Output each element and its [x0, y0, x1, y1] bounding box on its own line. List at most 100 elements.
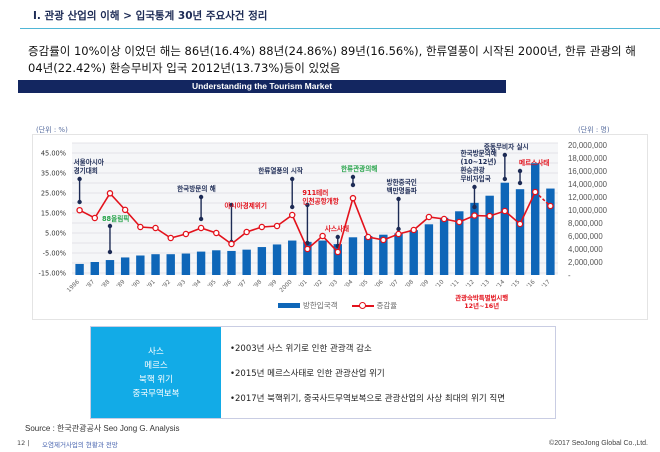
bar	[379, 234, 388, 275]
copyright: ©2017 SeoJong Global Co.,Ltd.	[549, 440, 648, 447]
crisis-bullets: •2003년 사스 위기로 인한 관광객 감소 •2015년 메르스사태로 인한…	[230, 327, 555, 418]
y-right-tick-label: 6,000,000	[568, 232, 603, 241]
y-right-tick-label: 2,000,000	[568, 258, 603, 267]
legend-bar-swatch	[278, 303, 300, 308]
bar	[485, 195, 494, 275]
x-tick-label: '87	[86, 279, 97, 290]
annotation-dot	[77, 199, 82, 205]
footer-doc-title: 오염제거사업의 현황과 전망	[42, 441, 118, 449]
section-banner: Understanding the Tourism Market	[18, 80, 506, 93]
bar	[196, 251, 206, 275]
x-tick-label: '17	[541, 279, 552, 290]
annotation-label: 한국방문의 해	[177, 184, 216, 193]
annotation-dot	[290, 204, 295, 210]
annotation-label: 인천공항개항	[302, 197, 338, 206]
growth-line-dashed	[534, 191, 551, 207]
legend-line-swatch	[351, 301, 374, 311]
unit-right-label: (단위 : 명)	[578, 126, 610, 134]
growth-point	[547, 202, 554, 210]
x-tick-label: '95	[207, 279, 218, 290]
annotation-dot	[77, 176, 82, 182]
annotation-label: 환승관광	[460, 166, 484, 175]
growth-point	[486, 212, 493, 220]
annotation-dot	[305, 202, 310, 208]
x-tick-label: '04	[344, 279, 355, 290]
x-tick-label: '11	[450, 279, 461, 290]
legend-bar-label: 방한입국객	[303, 301, 338, 310]
bar	[272, 244, 282, 275]
x-tick-label: '06	[374, 279, 385, 290]
x-tick-label: '89	[116, 279, 127, 290]
bar	[455, 211, 464, 275]
growth-point	[106, 190, 114, 197]
bar	[288, 240, 297, 275]
bar	[546, 188, 555, 275]
breadcrumb-divider	[20, 28, 660, 29]
bar	[333, 244, 342, 275]
y-right-tick-label: 14,000,000	[568, 180, 608, 189]
y-right-tick-label: 18,000,000	[568, 154, 608, 163]
growth-point	[501, 207, 509, 215]
annotation-label: 88올림픽	[102, 214, 129, 223]
annotation-dot	[229, 202, 234, 208]
x-tick-label: 1986	[66, 279, 81, 294]
chart-legend: 방한입국객 증감율	[278, 300, 397, 311]
combo-chart: 45.00% 35.00% 25.00% 15.00% 5.00% -5.00% -15.0…	[38, 141, 608, 310]
annotation-dot	[502, 176, 508, 182]
x-tick-label: '16	[526, 279, 537, 290]
bar	[424, 224, 434, 275]
annotation-label: 한류열풍의 시작	[258, 166, 303, 175]
annotation-dot	[198, 194, 204, 200]
growth-point	[516, 220, 524, 228]
growth-point	[531, 188, 539, 196]
growth-point	[91, 214, 99, 222]
growth-point	[167, 234, 174, 242]
annotation-dot	[350, 174, 356, 180]
annotation-dot	[502, 152, 508, 158]
annotation-dot	[305, 240, 310, 246]
bar	[409, 230, 418, 275]
growth-point	[76, 206, 83, 214]
x-tick-label: '90	[131, 279, 142, 290]
bar	[439, 217, 449, 275]
crisis-bullet: •2015년 메르스사태로 인한 관광산업 위기	[230, 368, 385, 379]
growth-point	[410, 226, 417, 234]
annotation-dot	[396, 196, 401, 202]
bar	[363, 236, 373, 275]
growth-point	[319, 232, 326, 240]
growth-point	[364, 233, 372, 241]
bar	[318, 240, 327, 275]
annotation-label: 백만명돌파	[387, 186, 418, 195]
x-tick-label: '99	[268, 279, 279, 290]
bar	[500, 182, 510, 275]
x-tick-label: '91	[146, 279, 157, 290]
growth-point	[228, 240, 235, 248]
source-note: Source : 한국관광공사 Seo Jong G. Analysis	[25, 424, 180, 433]
bar	[136, 255, 145, 275]
y-right-tick-label: 4,000,000	[568, 245, 603, 254]
growth-point	[273, 222, 281, 230]
annotation-dot	[396, 226, 401, 232]
bar	[257, 247, 267, 275]
annotation-label: 사스사태	[325, 224, 349, 233]
bar	[227, 250, 236, 275]
y-left-tick-label: 35.00%	[41, 170, 66, 178]
growth-point	[182, 230, 190, 238]
annotation-dot	[350, 182, 356, 188]
x-tick-label: '13	[480, 279, 491, 290]
annotation-label: 한류관광의해	[341, 164, 377, 173]
crisis-bullet: •2017년 북핵위기, 중국사드무역보복으로 관광산업의 사상 최대의 위기 …	[230, 393, 506, 404]
growth-point	[304, 245, 311, 253]
bar	[303, 241, 312, 275]
legend-line-label: 증감율	[376, 301, 398, 310]
annotation-dot	[107, 223, 113, 229]
x-tick-label: '05	[359, 279, 370, 290]
x-tick-label: '14	[496, 279, 507, 290]
growth-point	[213, 229, 220, 237]
growth-point	[380, 236, 387, 244]
growth-point	[121, 206, 129, 214]
growth-point	[243, 228, 250, 236]
y-right-tick-label: 12,000,000	[568, 193, 608, 202]
x-tick-label: '96	[222, 279, 233, 290]
annotation-dot	[198, 216, 204, 222]
